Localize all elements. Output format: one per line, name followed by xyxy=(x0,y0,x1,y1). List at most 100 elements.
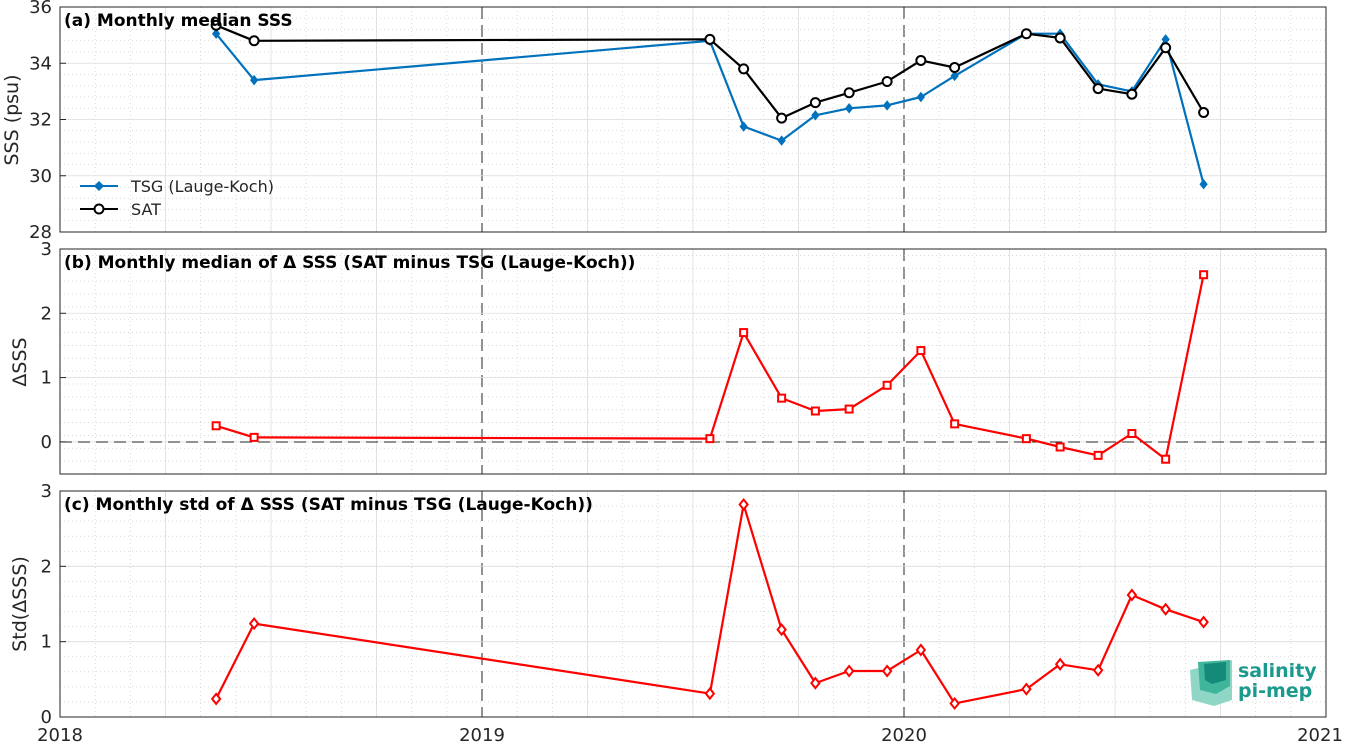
panel-a-yticks: 28 30 32 34 36 xyxy=(29,0,1327,243)
data-point xyxy=(739,328,749,338)
panel-b-axes xyxy=(59,248,1327,475)
panel-b-yticks: 0 1 2 3 xyxy=(41,239,1327,474)
ytick-label: 28 xyxy=(29,222,52,243)
panel-c-axes xyxy=(59,490,1327,718)
data-point xyxy=(1055,442,1065,452)
ytick-label: 32 xyxy=(29,110,52,131)
panel-a: 28 30 32 34 36 (a) Monthly median SSS SSS (p… xyxy=(1,0,1327,243)
data-point xyxy=(1054,657,1066,671)
ytick-label: 0 xyxy=(41,432,52,453)
panel-c-title: (c) Monthly std of Δ SSS (SAT minus TSG … xyxy=(64,495,593,515)
legend-tsg-marker xyxy=(93,180,105,192)
xtick-label-2021: 2021 xyxy=(1297,725,1343,745)
legend-sat-label: SAT xyxy=(131,200,161,219)
xtick-label-2019: 2019 xyxy=(459,725,505,745)
panel-a-legend: TSG (Lauge-Koch) SAT xyxy=(80,177,274,219)
panel-b-title: (b) Monthly median of Δ SSS (SAT minus T… xyxy=(64,253,635,273)
data-point xyxy=(915,643,927,657)
salinity-pimep-logo: salinity pi-mep xyxy=(1190,660,1317,706)
data-point xyxy=(1021,434,1031,444)
data-point xyxy=(1092,83,1104,95)
data-point xyxy=(249,432,259,442)
data-point xyxy=(916,91,926,103)
data-point xyxy=(809,97,821,109)
data-point xyxy=(1161,454,1171,464)
data-point xyxy=(950,70,959,82)
data-point xyxy=(881,76,893,88)
panel-b: 0 1 2 3 (b) Monthly median of Δ SSS (SAT mi… xyxy=(9,239,1327,475)
data-point xyxy=(950,419,960,429)
data-point xyxy=(777,135,786,146)
ytick-label: 2 xyxy=(41,303,52,324)
data-point xyxy=(738,63,750,75)
ytick-label: 36 xyxy=(29,0,52,18)
data-point xyxy=(1020,28,1032,40)
series-line-0-1 xyxy=(215,24,1205,120)
data-point xyxy=(844,404,854,414)
data-point xyxy=(705,434,715,444)
logo-text-salinity: salinity xyxy=(1238,660,1317,682)
legend-tsg-label: TSG (Lauge-Koch) xyxy=(130,177,274,196)
data-point xyxy=(704,33,716,45)
data-point xyxy=(915,54,927,66)
ytick-label: 30 xyxy=(29,166,52,187)
ytick-label: 1 xyxy=(41,368,52,389)
data-point xyxy=(843,87,855,99)
panel-b-ylabel: ΔSSS xyxy=(9,337,31,386)
data-point xyxy=(949,61,961,73)
data-point xyxy=(843,664,855,678)
panel-c-grid xyxy=(60,490,1326,718)
data-point xyxy=(776,623,787,637)
data-point xyxy=(882,100,892,111)
ytick-label: 3 xyxy=(41,481,52,502)
data-point xyxy=(881,664,893,678)
panel-a-ylabel: SSS (psu) xyxy=(1,74,23,165)
data-point xyxy=(1160,42,1172,54)
data-point xyxy=(1092,663,1104,677)
data-point xyxy=(1127,429,1137,438)
ytick-label: 1 xyxy=(41,632,52,653)
data-point xyxy=(1054,32,1066,44)
data-point xyxy=(1021,682,1032,696)
data-point xyxy=(810,406,820,416)
series-line-1-0 xyxy=(215,274,1205,461)
data-point xyxy=(882,380,892,390)
data-point xyxy=(211,421,221,431)
data-point xyxy=(949,696,960,711)
panel-b-series xyxy=(211,270,1209,464)
data-point xyxy=(210,692,222,706)
x-axis-ticks: 2018 2019 2020 2021 xyxy=(37,725,1343,745)
panel-c-ylabel: Std(ΔSSS) xyxy=(9,556,31,652)
data-point xyxy=(916,346,926,356)
panel-c: 0 1 2 3 (c) Monthly std of Δ SSS (SAT minus… xyxy=(9,481,1327,728)
data-point xyxy=(739,121,748,132)
panel-c-yticks: 0 1 2 3 xyxy=(41,481,1327,728)
data-point xyxy=(1160,602,1171,616)
series-line-2-0 xyxy=(215,503,1204,705)
data-point xyxy=(1093,450,1103,460)
data-point xyxy=(1199,270,1209,280)
salinity-pimep-logo-icon xyxy=(1190,660,1232,706)
ytick-label: 2 xyxy=(41,556,52,577)
xtick-label-2020: 2020 xyxy=(881,725,927,745)
data-point xyxy=(810,676,821,690)
logo-text-pimep: pi-mep xyxy=(1238,680,1312,702)
legend-sat-marker xyxy=(93,203,105,215)
panel-a-series xyxy=(210,19,1210,190)
data-point xyxy=(1126,588,1138,602)
data-point xyxy=(738,497,749,512)
series-line-0-0 xyxy=(215,32,1205,185)
data-point xyxy=(811,110,820,121)
data-point xyxy=(1198,106,1210,118)
data-point xyxy=(1199,178,1208,190)
data-point xyxy=(1198,615,1209,629)
data-point xyxy=(777,393,787,403)
data-point xyxy=(248,35,260,47)
data-point xyxy=(211,28,221,39)
data-point xyxy=(776,112,788,124)
ytick-label: 3 xyxy=(41,239,52,260)
ytick-label: 34 xyxy=(29,53,52,74)
data-point xyxy=(844,103,854,114)
panel-a-title: (a) Monthly median SSS xyxy=(64,11,293,31)
